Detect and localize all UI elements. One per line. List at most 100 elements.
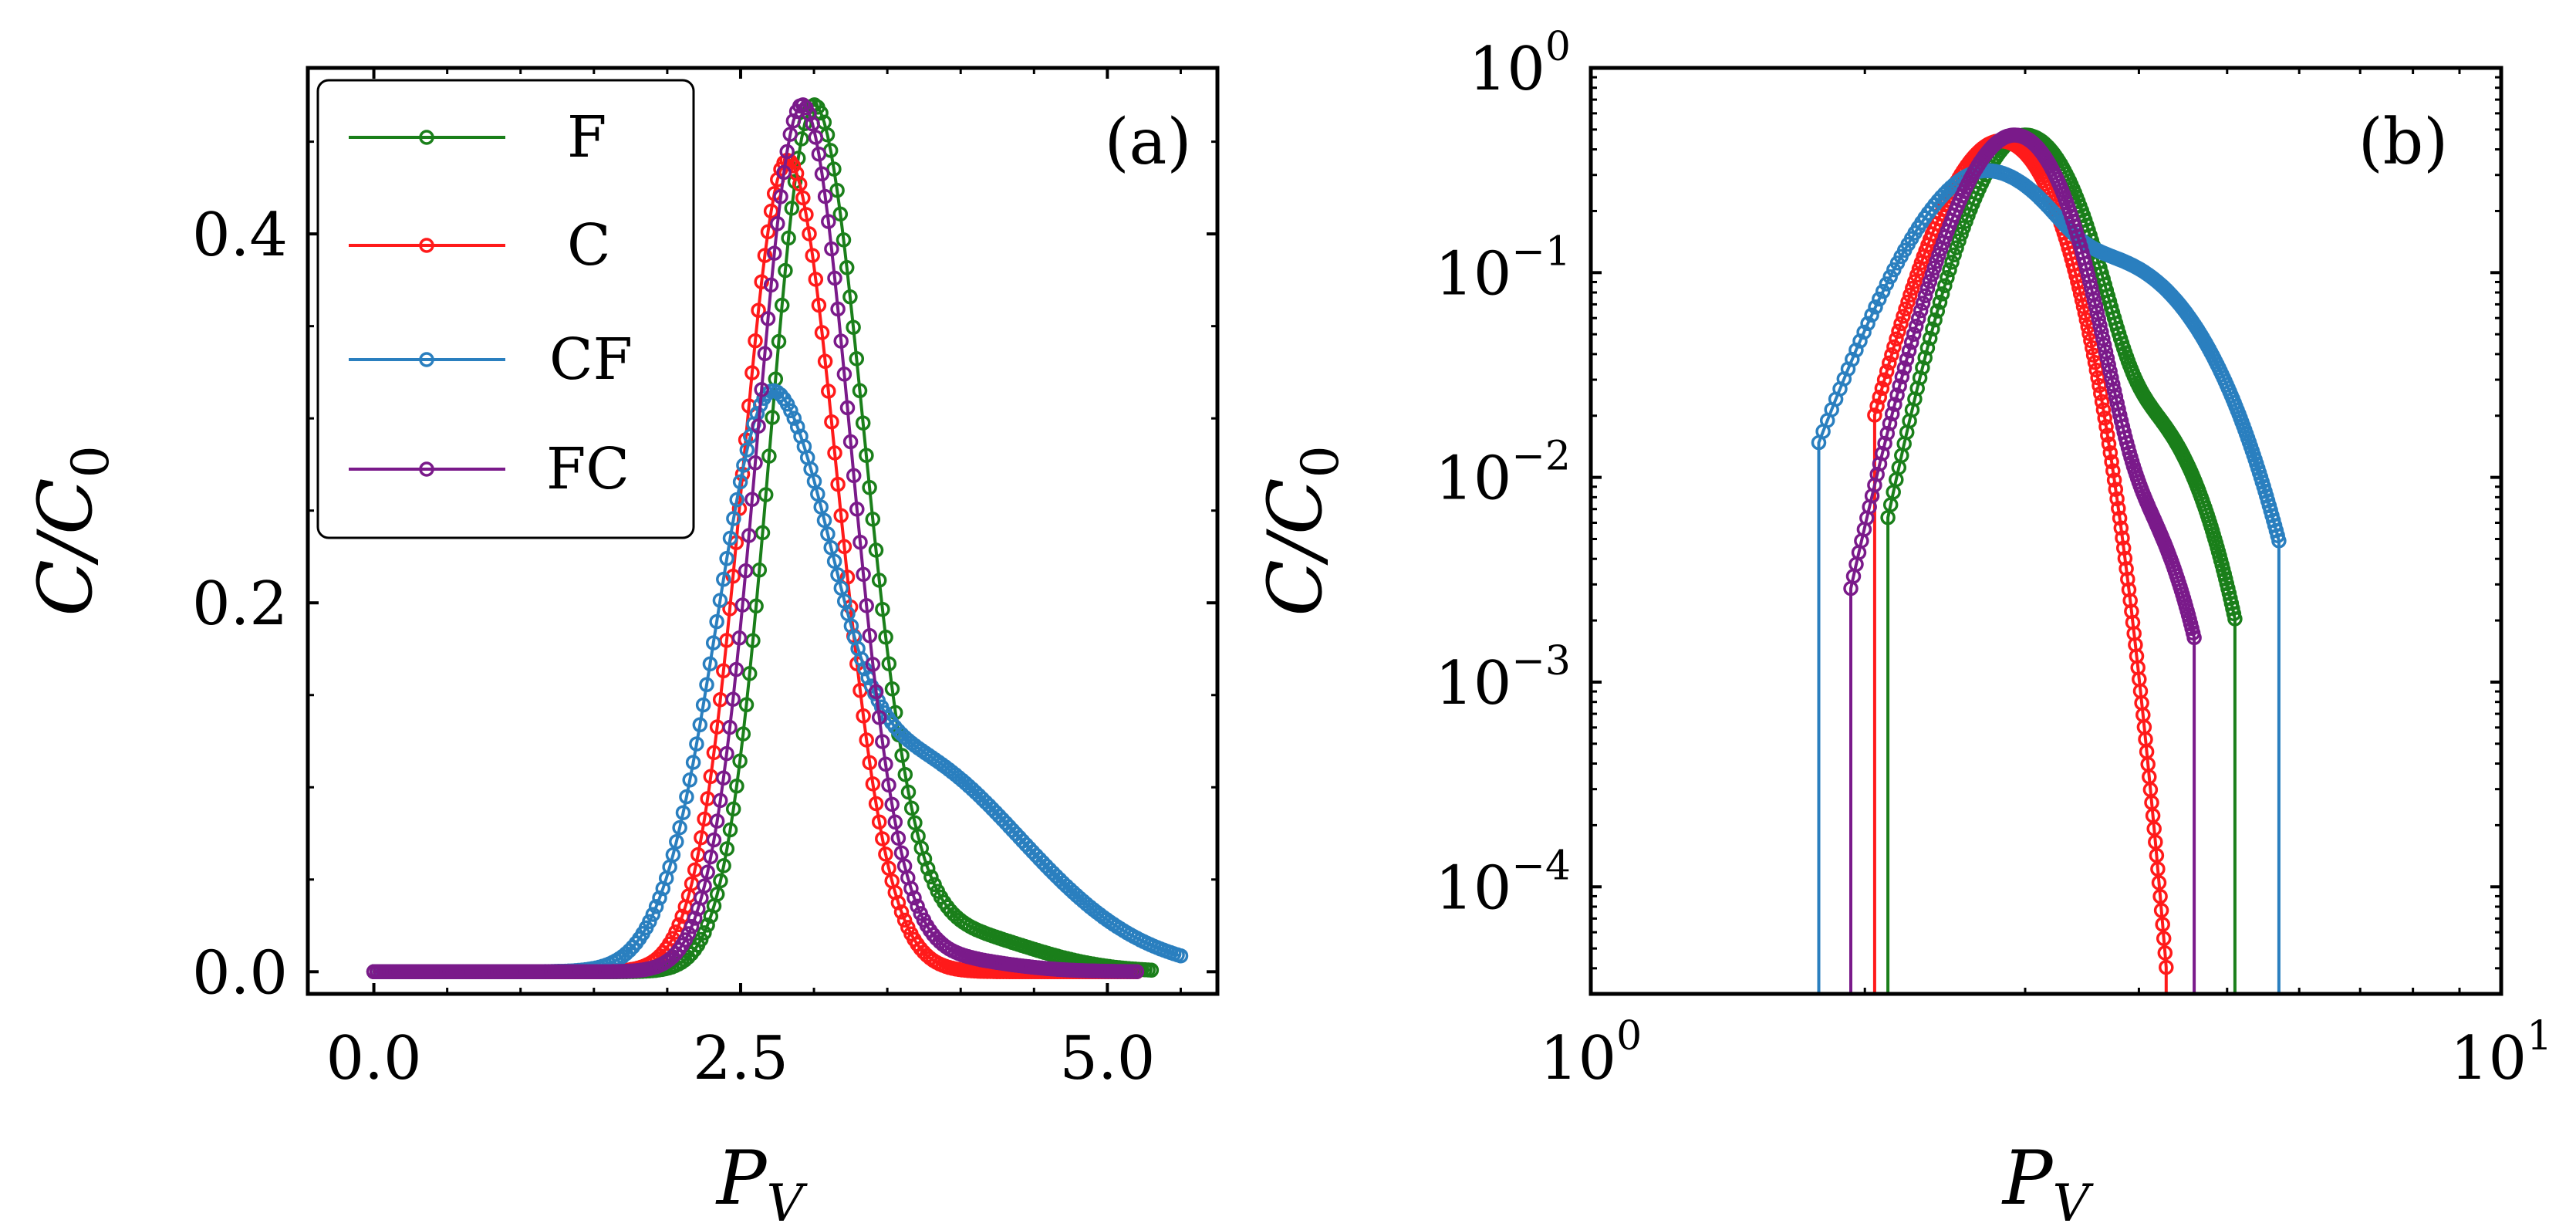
point-a-cf [810, 486, 825, 502]
point-a-cf [786, 411, 802, 426]
point-a-c [805, 248, 820, 263]
point-a-fc [738, 563, 754, 579]
point-b-fc [2092, 318, 2108, 333]
point-a-f [732, 753, 748, 769]
point-a-fc [884, 796, 900, 813]
point-a-f [852, 383, 868, 399]
legend-entry-fc: FC [349, 436, 630, 502]
point-b-c [2088, 362, 2105, 378]
point-a-f [771, 333, 787, 350]
point-a-f [865, 512, 881, 527]
point-b-c [1896, 309, 1911, 324]
legend-label-f: F [567, 104, 606, 171]
point-a-fc [744, 492, 760, 507]
point-a-f [849, 351, 865, 367]
point-a-f [778, 262, 793, 279]
legend-marker-fc [419, 461, 434, 477]
point-a-cf [699, 677, 714, 693]
x-tick-label-a: 2.5 [693, 1024, 788, 1093]
point-b-fc [1875, 446, 1890, 461]
point-b-c [2093, 386, 2108, 401]
point-b-c [1879, 363, 1895, 379]
point-a-fc [817, 188, 833, 204]
point-b-c [2120, 571, 2135, 587]
point-a-c [760, 224, 776, 240]
point-a-c [862, 755, 878, 771]
point-b-fc [1894, 369, 1910, 385]
point-b-fc [1919, 281, 1936, 296]
point-a-fc [725, 691, 741, 707]
point-a-cf [692, 717, 708, 733]
point-b-fc [1896, 360, 1913, 376]
point-a-fc [709, 813, 725, 829]
point-b-fc [1926, 260, 1942, 276]
point-a-f [765, 410, 780, 425]
point-b-fc [1892, 378, 1907, 394]
point-b-fc [1915, 296, 1931, 311]
point-b-c [2117, 550, 2133, 566]
point-b-fc [1903, 335, 1919, 350]
point-a-fc [687, 911, 703, 926]
point-a-fc [833, 333, 849, 349]
svg-text:PV: PV [715, 1135, 809, 1230]
point-a-fc [712, 792, 728, 809]
point-a-f [755, 525, 771, 541]
legend: F C CF FC [316, 79, 695, 539]
point-b-f [1912, 370, 1928, 386]
point-a-f [725, 801, 741, 817]
point-a-fc [852, 534, 868, 550]
point-b-c [2108, 482, 2124, 497]
panel-a-xlabel: PV [715, 1135, 809, 1230]
point-a-c [754, 274, 769, 289]
point-b-c [2119, 561, 2134, 576]
point-a-f [745, 633, 761, 648]
point-a-f [713, 873, 728, 889]
point-a-c [890, 895, 906, 911]
point-a-c [795, 190, 811, 206]
point-a-fc [779, 144, 795, 160]
x-tick-label-b: 100 [1540, 1013, 1642, 1093]
point-b-f [1932, 295, 1948, 310]
point-a-f [836, 232, 852, 248]
series-b-cf [1811, 163, 2287, 994]
point-a-c [868, 796, 884, 812]
point-a-fc [865, 657, 881, 672]
point-b-f [1922, 330, 1938, 346]
point-a-fc [766, 245, 782, 261]
point-a-cf [1173, 948, 1189, 964]
point-a-c [839, 569, 856, 585]
y-tick-label-b: 100 [1469, 24, 1571, 104]
point-a-c [871, 814, 887, 830]
point-a-fc [719, 745, 734, 762]
point-b-f [1917, 350, 1933, 366]
point-b-c [1889, 331, 1904, 347]
point-a-fc [842, 434, 859, 450]
panel-b-ylabel: C/C0 [1252, 445, 1350, 616]
legend-marker-c [419, 238, 434, 253]
point-a-fc [741, 528, 757, 543]
point-b-c [2151, 875, 2167, 890]
point-a-fc [859, 598, 874, 613]
point-a-cf [695, 697, 711, 713]
point-a-c [821, 384, 836, 399]
point-a-c [875, 831, 890, 846]
point-b-c [2113, 520, 2129, 536]
point-b-c [1867, 407, 1882, 423]
point-a-cf [789, 419, 805, 434]
point-a-f [897, 766, 913, 782]
point-a-f [859, 448, 874, 463]
point-a-f [729, 778, 744, 794]
point-a-f [881, 656, 897, 671]
point-b-c [2097, 411, 2112, 426]
point-a-fc [906, 890, 922, 906]
point-a-fc [1129, 964, 1145, 979]
point-b-c [2092, 377, 2107, 394]
point-a-fc [680, 926, 697, 941]
y-tick-label-b: 10−3 [1435, 638, 1571, 718]
point-a-c [865, 776, 881, 792]
point-a-cf [857, 661, 873, 677]
point-b-c [2115, 530, 2130, 546]
point-a-fc [871, 710, 887, 725]
point-a-fc [770, 216, 785, 231]
point-b-c [2153, 903, 2169, 918]
